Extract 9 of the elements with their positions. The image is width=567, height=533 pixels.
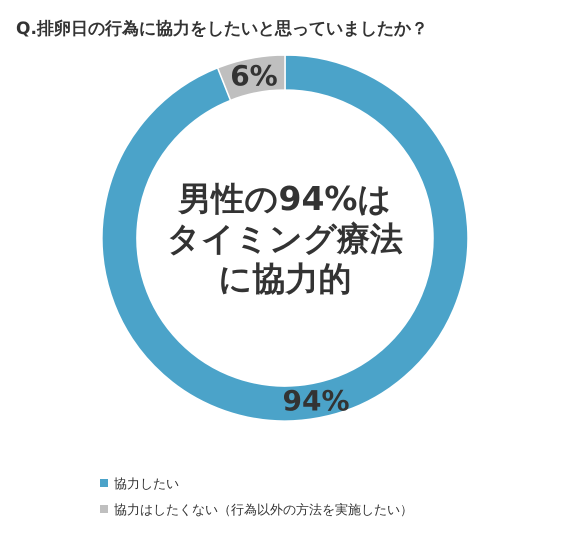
legend-label: 協力したい (114, 477, 179, 492)
text: 男性の94%は (178, 179, 392, 218)
data-label: 6% (230, 59, 278, 92)
text: タイミング療法 (167, 219, 403, 258)
legend-label: 協力はしたくない（行為以外の方法を実施したい） (114, 502, 413, 518)
chart-title: Q.排卵日の行為に協力をしたいと思っていましたか？ (16, 19, 428, 39)
donut-slice (101, 54, 469, 422)
text: に協力的 (218, 259, 352, 298)
data-label: 94% (282, 384, 350, 418)
